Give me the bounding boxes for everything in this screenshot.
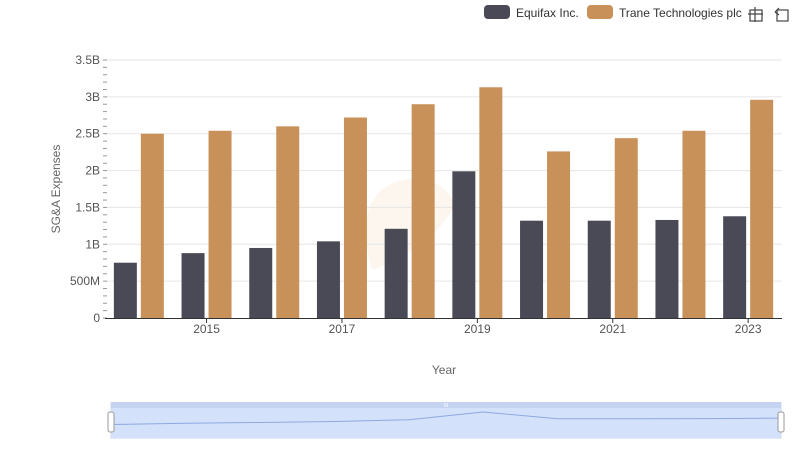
- legend-item-equifax[interactable]: Equifax Inc.: [484, 5, 579, 20]
- y-tick-label: 500M: [70, 274, 100, 288]
- bar-equifax-2020[interactable]: [520, 220, 544, 318]
- x-tick-label: 2019: [464, 322, 491, 336]
- y-tick-label: 1B: [85, 237, 100, 251]
- bar-equifax-2023[interactable]: [723, 216, 747, 318]
- x-tick-label: 2015: [193, 322, 220, 336]
- y-tick-label: 3B: [85, 90, 100, 104]
- bar-trane-2023[interactable]: [750, 99, 774, 318]
- y-tick-label: 1.5B: [75, 200, 100, 214]
- y-tick-label: 0: [93, 311, 100, 325]
- legend-swatch-trane: [587, 5, 613, 19]
- bar-equifax-2021[interactable]: [587, 220, 611, 318]
- legend-item-trane[interactable]: Trane Technologies plc: [587, 5, 742, 20]
- navigator-drag-grip[interactable]: III: [444, 403, 448, 409]
- bar-trane-2019[interactable]: [479, 87, 503, 318]
- y-minor-ticks: [103, 59, 107, 319]
- bar-equifax-2015[interactable]: [181, 253, 205, 318]
- watermark-logo: [365, 178, 455, 270]
- bar-equifax-2019[interactable]: [452, 171, 476, 318]
- reset-zoom-icon[interactable]: [774, 7, 789, 22]
- x-axis: 2015 2017 2019 2021 2023: [193, 318, 762, 336]
- bar-equifax-2022[interactable]: [655, 219, 679, 318]
- grid: [105, 59, 782, 282]
- y-tick-label: 2B: [85, 164, 100, 178]
- range-slider[interactable]: III: [107, 402, 785, 439]
- zoom-in-icon[interactable]: [748, 7, 763, 22]
- y-tick-label: 2.5B: [75, 127, 100, 141]
- bar-equifax-2016[interactable]: [249, 247, 273, 318]
- legend-label-trane: Trane Technologies plc: [619, 6, 742, 20]
- bar-trane-2020[interactable]: [547, 151, 571, 318]
- x-tick-label: 2023: [735, 322, 762, 336]
- bar-trane-2021[interactable]: [614, 138, 638, 318]
- bar-trane-2014[interactable]: [140, 133, 164, 318]
- bar-trane-2017[interactable]: [343, 117, 367, 318]
- y-axis-title: SG&A Expenses: [49, 145, 63, 234]
- bar-equifax-2014[interactable]: [113, 262, 137, 318]
- bar-trane-2022[interactable]: [682, 130, 706, 318]
- x-axis-title: Year: [432, 363, 456, 377]
- y-axis: 0 500M 1B 1.5B 2B 2.5B 3B 3.5B: [70, 53, 100, 325]
- navigator-top-bar[interactable]: [111, 402, 781, 408]
- bar-equifax-2017[interactable]: [316, 241, 340, 318]
- y-tick-label: 3.5B: [75, 53, 100, 67]
- bar-trane-2015[interactable]: [208, 130, 232, 318]
- bar-trane-2018[interactable]: [411, 104, 435, 318]
- legend-label-equifax: Equifax Inc.: [516, 6, 579, 20]
- legend-swatch-equifax: [484, 5, 510, 19]
- navigator-right-handle[interactable]: [777, 411, 785, 433]
- x-tick-label: 2021: [599, 322, 626, 336]
- navigator-left-handle[interactable]: [107, 411, 115, 433]
- navigator-series-line: [110, 411, 782, 425]
- bar-equifax-2018[interactable]: [384, 228, 408, 318]
- legend[interactable]: Equifax Inc. Trane Technologies plc: [484, 5, 742, 20]
- bar-trane-2016[interactable]: [276, 126, 300, 318]
- bars: [113, 87, 774, 318]
- x-tick-label: 2017: [329, 322, 356, 336]
